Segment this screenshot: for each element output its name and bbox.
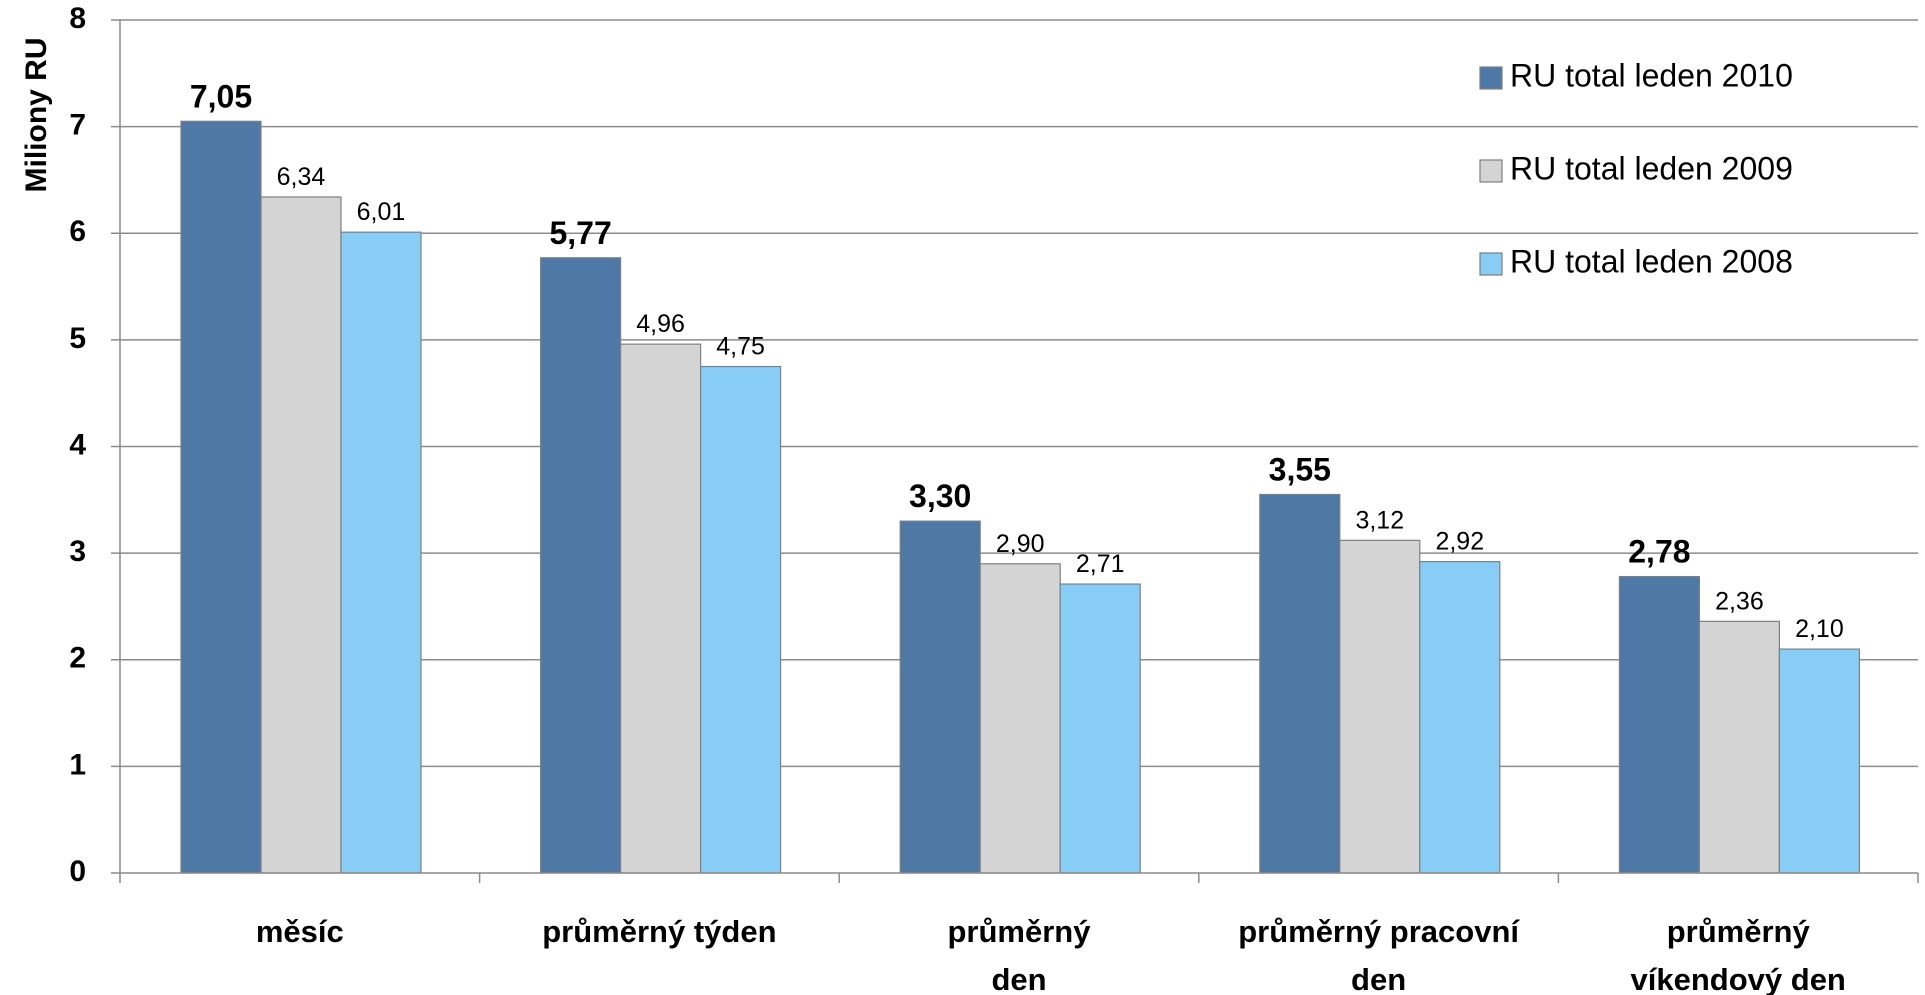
y-tick-label: 8 xyxy=(69,2,86,35)
bar xyxy=(619,343,702,874)
legend-swatch xyxy=(1479,159,1503,183)
category-label: měsíc xyxy=(256,914,344,949)
bar xyxy=(1618,575,1701,874)
bars xyxy=(180,120,1861,874)
data-label: 5,77 xyxy=(549,215,611,251)
category-label: průměrný týden xyxy=(542,914,776,949)
data-label: 3,55 xyxy=(1269,451,1331,487)
category-label: den xyxy=(991,962,1046,995)
data-label: 3,30 xyxy=(909,478,971,514)
data-label: 6,01 xyxy=(357,198,406,226)
legend-swatch xyxy=(1479,66,1503,90)
bar xyxy=(180,120,262,874)
data-label: 7,05 xyxy=(190,78,252,114)
data-label: 2,78 xyxy=(1628,534,1690,570)
bar xyxy=(699,365,782,874)
data-label: 2,92 xyxy=(1435,528,1484,556)
bar xyxy=(340,231,422,874)
y-tick-label: 6 xyxy=(69,215,86,248)
category-label: průměrný xyxy=(948,914,1092,949)
y-tick-label: 2 xyxy=(69,642,86,675)
data-label: 3,12 xyxy=(1355,506,1404,534)
bar xyxy=(1339,539,1421,874)
category-labels: měsíc průměrný týden průměrný den průměrný p… xyxy=(256,914,1846,995)
data-label: 2,10 xyxy=(1795,615,1844,643)
bar xyxy=(260,196,342,874)
y-tick-label: 5 xyxy=(69,322,86,355)
data-label: 2,90 xyxy=(996,530,1045,558)
legend: RU total leden 2010 RU total leden 2009 RU… xyxy=(1479,57,1793,279)
y-tick-label: 3 xyxy=(69,535,86,568)
data-label: 2,71 xyxy=(1076,550,1125,578)
bar xyxy=(1259,493,1341,874)
legend-swatch xyxy=(1479,252,1503,276)
bar xyxy=(1698,620,1781,874)
legend-label: RU total leden 2009 xyxy=(1510,150,1793,186)
category-label: den xyxy=(1351,962,1406,995)
bar xyxy=(1778,648,1861,874)
bar xyxy=(979,563,1061,874)
category-label: průměrný xyxy=(1667,914,1811,949)
y-tick-label: 0 xyxy=(69,855,86,888)
data-label: 4,75 xyxy=(716,333,765,361)
data-label: 2,36 xyxy=(1715,587,1764,615)
y-tick-label: 7 xyxy=(69,109,86,142)
y-tick-labels: 0 1 2 3 4 5 6 7 8 xyxy=(69,2,86,888)
legend-label: RU total leden 2008 xyxy=(1510,243,1793,279)
axes xyxy=(111,19,1919,883)
data-labels: 7,05 5,77 3,30 3,55 2,78 6,34 4,96 2,90 3,12 2,36… xyxy=(190,78,1844,643)
data-label: 4,96 xyxy=(636,310,685,338)
bar xyxy=(1419,561,1501,874)
y-tick-label: 1 xyxy=(69,748,86,781)
y-axis-label: Miliony RU xyxy=(20,38,53,193)
category-label: průměrný pracovní xyxy=(1238,914,1520,949)
bar xyxy=(1059,583,1141,874)
bar xyxy=(899,520,981,874)
category-label: víkendový den xyxy=(1631,962,1846,995)
bar xyxy=(539,257,622,874)
legend-label: RU total leden 2010 xyxy=(1510,57,1793,93)
y-tick-label: 4 xyxy=(69,428,86,461)
data-label: 6,34 xyxy=(277,163,326,191)
